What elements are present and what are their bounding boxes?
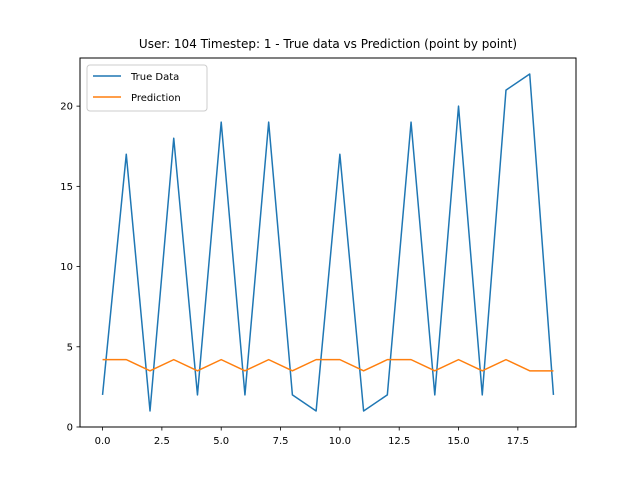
x-axis: 0.0 2.5 5.0 7.5 10.0 12.5 15.0 17.5	[95, 427, 529, 447]
y-tick-label: 15	[60, 182, 73, 193]
x-tick-label: 10.0	[329, 436, 351, 447]
x-tick-label: 12.5	[388, 436, 410, 447]
x-tick-label: 7.5	[273, 436, 289, 447]
legend-label: True Data	[130, 72, 179, 83]
series-line-prediction	[102, 358, 554, 372]
legend-label: Prediction	[131, 93, 181, 104]
legend: True Data Prediction	[86, 64, 208, 112]
x-tick-label: 17.5	[507, 436, 529, 447]
axes-frame	[79, 57, 577, 428]
y-tick-label: 10	[60, 262, 73, 273]
x-tick-label: 5.0	[213, 436, 229, 447]
y-tick-label: 5	[67, 342, 73, 353]
chart-title: User: 104 Timestep: 1 - True data vs Pre…	[139, 37, 517, 51]
plot-area	[101, 73, 555, 412]
y-axis: 0 5 10 15 20	[60, 102, 80, 434]
series-line-true-data	[101, 73, 555, 412]
x-tick-label: 2.5	[154, 436, 170, 447]
x-tick-label: 0.0	[95, 436, 111, 447]
x-tick-label: 15.0	[447, 436, 469, 447]
y-tick-label: 20	[60, 102, 73, 113]
y-tick-label: 0	[67, 423, 73, 434]
